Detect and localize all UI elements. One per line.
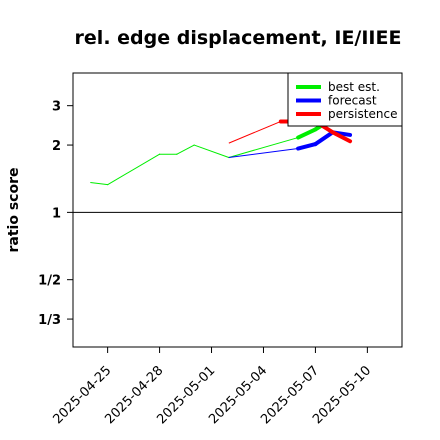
data-point [332, 131, 334, 133]
series-segment-forecast [313, 130, 335, 147]
y-tick-label: 3 [52, 100, 61, 115]
series-segment-best-est- [228, 137, 299, 158]
data-point [349, 140, 351, 142]
series-segment-best-est- [90, 182, 108, 186]
plot-frame [72, 72, 403, 348]
data-point [176, 153, 178, 155]
y-tick-label: 1 [52, 206, 61, 221]
data-point [193, 144, 195, 146]
series-segment-persistence [228, 120, 281, 144]
series-segment-forecast [228, 148, 299, 158]
series-segment-best-est- [176, 144, 195, 155]
series-segment-best-est- [194, 144, 230, 158]
data-point [107, 184, 109, 186]
y-axis-label: ratio score [6, 168, 22, 253]
y-tick-label: 1/2 [38, 274, 61, 289]
data-point [314, 128, 317, 130]
legend-label: best est. [328, 80, 380, 94]
series-segment-best-est- [107, 153, 160, 186]
x-axis: 2025-04-252025-04-282025-05-012025-05-04… [50, 347, 374, 427]
data-point [280, 120, 282, 123]
series-segment-best-est- [296, 127, 318, 140]
legend-label: persistence [328, 107, 397, 121]
y-axis: 3 2 1 1/2 1/3 [38, 100, 73, 328]
chart-title: rel. edge displacement, IE/IIEE [75, 27, 402, 49]
data-point [297, 147, 299, 150]
data-point [349, 134, 351, 136]
data-point [158, 153, 161, 155]
y-tick-label: 1/3 [38, 313, 61, 328]
series-segment-persistence [330, 130, 353, 144]
data-point [314, 143, 317, 145]
series-segment-forecast [296, 142, 318, 151]
legend-label: forecast [328, 94, 377, 108]
data-point [297, 136, 299, 139]
y-tick-label: 2 [52, 139, 61, 154]
series-layer [90, 116, 353, 186]
